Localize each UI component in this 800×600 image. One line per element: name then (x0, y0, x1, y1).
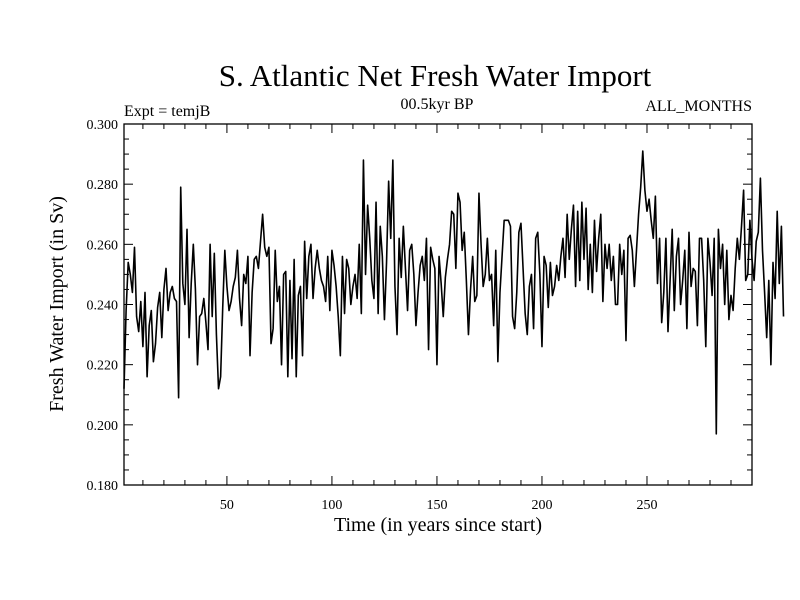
x-tick-label: 200 (531, 498, 552, 513)
y-tick-label: 0.220 (87, 359, 119, 374)
x-tick-label: 250 (636, 498, 657, 513)
x-tick-label: 150 (426, 498, 447, 513)
y-tick-labels: 0.180 0.200 0.220 0.240 0.260 0.280 0.300 (87, 118, 119, 494)
series-line-fresh-water-import (123, 150, 785, 435)
x-tick-labels: 50 100 150 200 250 (220, 498, 658, 513)
experiment-label: Expt = temjB (124, 103, 210, 120)
y-tick-label: 0.260 (87, 238, 119, 253)
y-tick-label: 0.180 (87, 479, 119, 494)
y-tick-label: 0.200 (87, 419, 119, 434)
x-tick-label: 50 (220, 498, 234, 513)
y-tick-label: 0.300 (87, 118, 119, 133)
axis-ticks (124, 123, 752, 486)
y-axis-label: Fresh Water Import (in Sv) (46, 196, 68, 412)
plot-frame (123, 123, 753, 486)
y-tick-label: 0.240 (87, 299, 119, 314)
months-label: ALL_MONTHS (645, 98, 752, 115)
x-tick-label: 100 (321, 498, 342, 513)
y-tick-label: 0.280 (87, 178, 119, 193)
x-axis-label: Time (in years since start) (334, 514, 542, 536)
chart-title: S. Atlantic Net Fresh Water Import (219, 58, 652, 93)
period-label: 00.5kyr BP (401, 96, 474, 113)
